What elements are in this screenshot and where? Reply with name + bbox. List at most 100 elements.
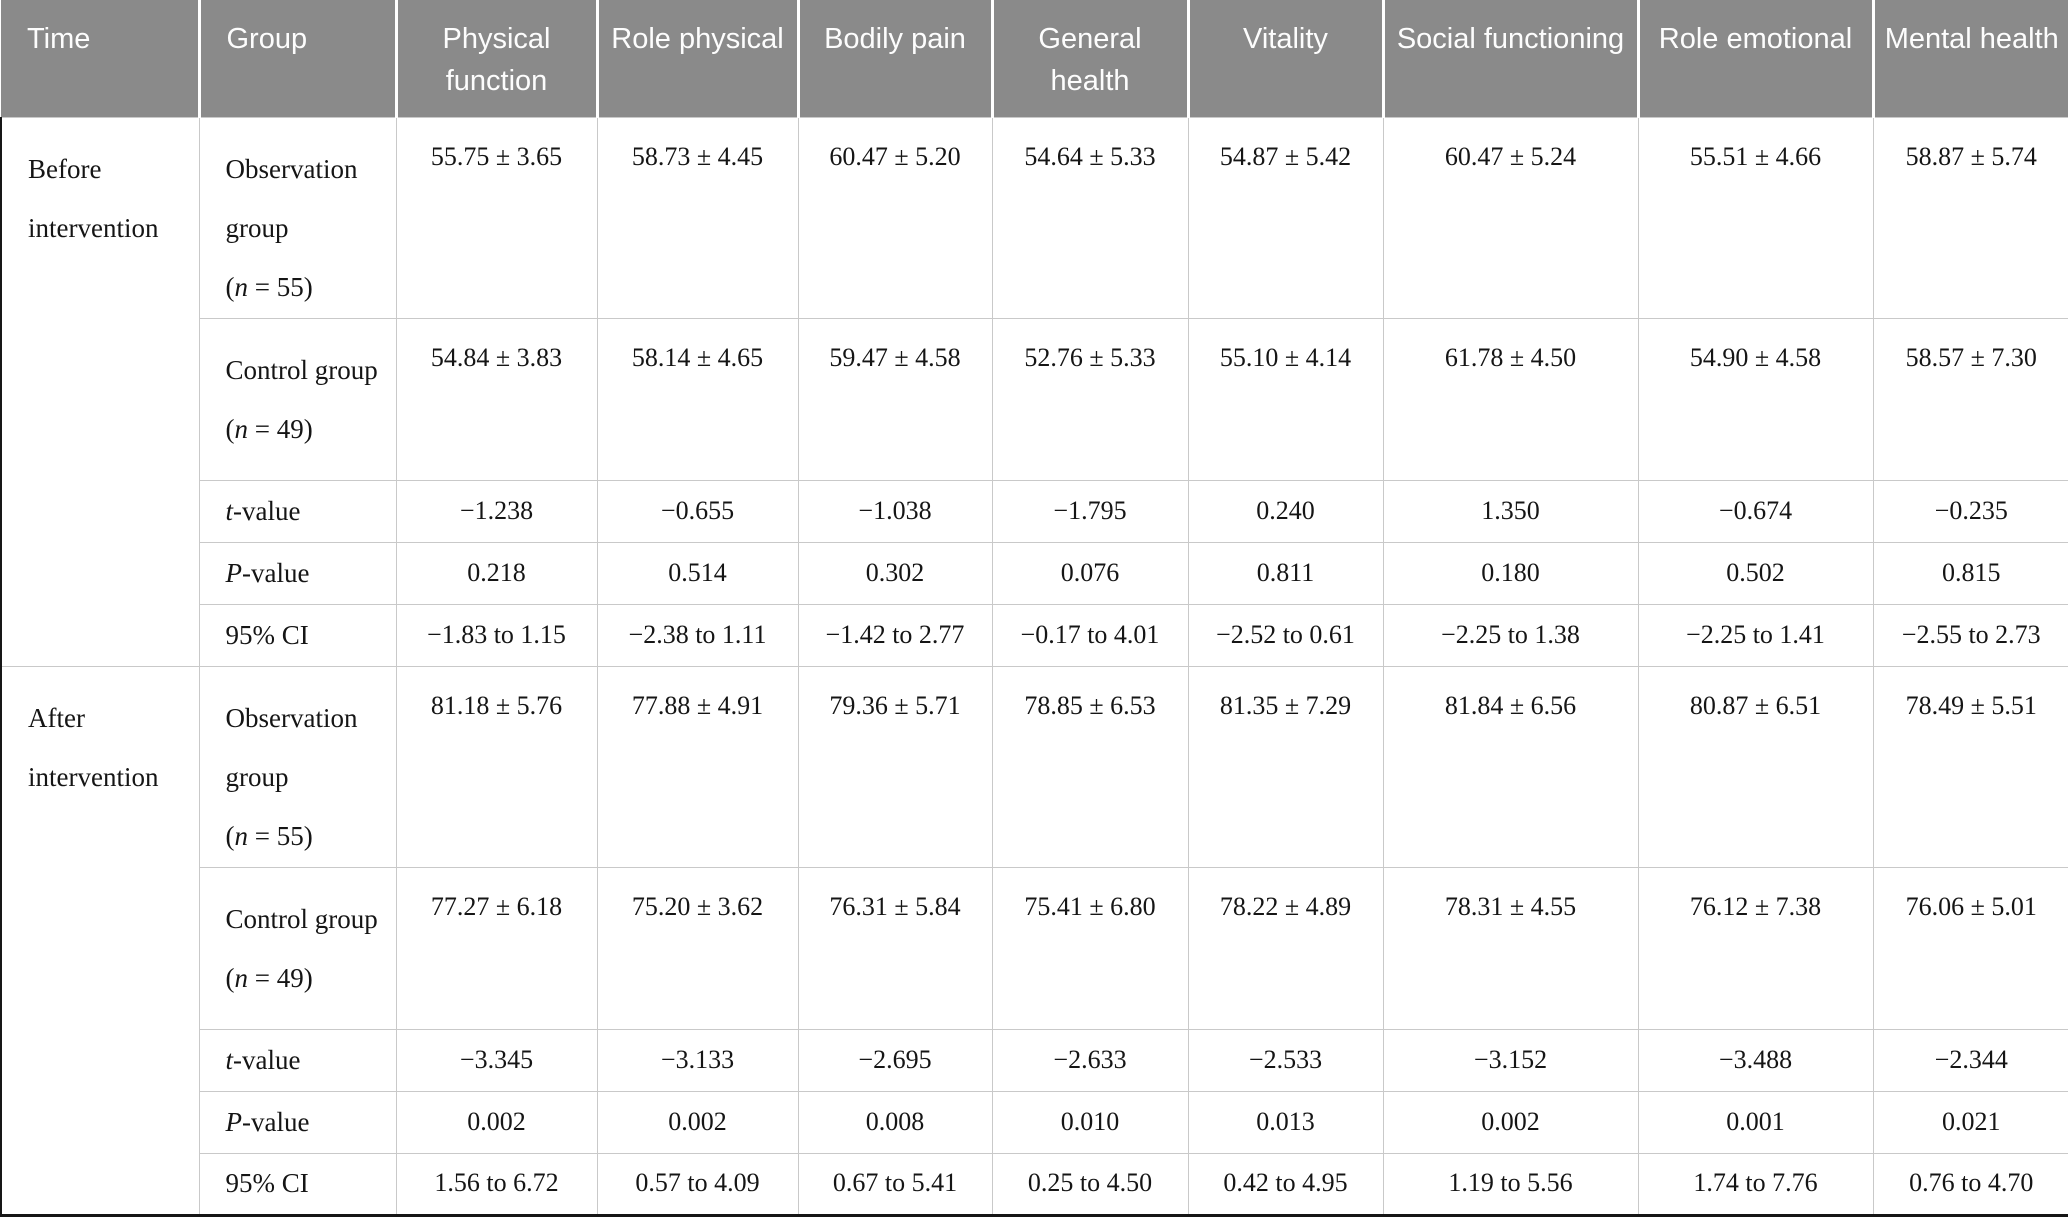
value-cell: 0.25 to 4.50 [991, 1152, 1188, 1216]
value-cell: 0.815 [1872, 541, 2068, 605]
value-cell: 55.10 ± 4.14 [1187, 317, 1383, 481]
n-value: = 49) [248, 414, 313, 445]
value-cell: −3.152 [1382, 1028, 1638, 1092]
value-cell: 77.27 ± 6.18 [395, 866, 597, 1030]
stat-suffix: -value [242, 1106, 310, 1137]
value-cell: −2.25 to 1.38 [1382, 603, 1638, 667]
value-cell: −0.674 [1637, 479, 1873, 543]
stat-label-cell: t-value [198, 1028, 396, 1092]
value-cell: 59.47 ± 4.58 [797, 317, 992, 481]
value-cell: 1.56 to 6.72 [395, 1152, 597, 1216]
stat-symbol: P [225, 557, 243, 588]
table-row: t-value −1.238 −0.655 −1.038 −1.795 0.240 1.35… [1, 479, 2068, 543]
group-label-cell: Observation group (n = 55) [198, 116, 396, 319]
value-cell: 0.240 [1187, 479, 1383, 543]
value-cell: 0.180 [1382, 541, 1638, 605]
value-cell: 60.47 ± 5.20 [797, 116, 992, 319]
group-n-line: (n = 49) [226, 400, 388, 459]
value-cell: 55.51 ± 4.66 [1637, 116, 1873, 319]
value-cell: 54.87 ± 5.42 [1187, 116, 1383, 319]
value-cell: 78.49 ± 5.51 [1872, 665, 2068, 868]
value-cell: 0.67 to 5.41 [797, 1152, 992, 1216]
n-symbol: n [234, 821, 249, 852]
value-cell: 0.302 [797, 541, 992, 605]
value-cell: 78.85 ± 6.53 [991, 665, 1188, 868]
n-value: = 55) [248, 272, 313, 303]
n-symbol: n [234, 414, 249, 445]
value-cell: −2.695 [797, 1028, 992, 1092]
value-cell: 81.18 ± 5.76 [395, 665, 597, 868]
value-cell: 79.36 ± 5.71 [797, 665, 992, 868]
column-header-time: Time [1, 0, 199, 117]
value-cell: −3.133 [596, 1028, 798, 1092]
stat-symbol: t [225, 1044, 234, 1075]
value-cell: 0.008 [797, 1090, 992, 1154]
value-cell: 76.12 ± 7.38 [1637, 866, 1873, 1030]
value-cell: 81.84 ± 6.56 [1382, 665, 1638, 868]
column-header-vitality: Vitality [1186, 0, 1383, 117]
column-header-social-functioning: Social functioning [1381, 0, 1638, 117]
column-header-role-physical: Role physical [595, 0, 798, 117]
column-header-role-emotional: Role emotional [1636, 0, 1873, 117]
time-cell: Before intervention [0, 116, 199, 667]
value-cell: 54.90 ± 4.58 [1637, 317, 1873, 481]
value-cell: 61.78 ± 4.50 [1382, 317, 1638, 481]
table-row: Control group (n = 49) 77.27 ± 6.18 75.20 ±… [1, 866, 2068, 1030]
value-cell: 54.84 ± 3.83 [395, 317, 597, 481]
value-cell: 0.42 to 4.95 [1187, 1152, 1383, 1216]
group-name: Observation group [225, 702, 358, 793]
table-row: After intervention Observation group (n = … [0, 665, 2068, 1216]
n-open: ( [225, 272, 235, 303]
value-cell: −1.038 [797, 479, 992, 543]
value-cell: −2.38 to 1.11 [596, 603, 798, 667]
n-open: ( [225, 963, 235, 994]
value-cell: 1.19 to 5.56 [1382, 1152, 1638, 1216]
value-cell: 0.76 to 4.70 [1872, 1152, 2068, 1216]
value-cell: 58.87 ± 5.74 [1872, 116, 2068, 319]
value-cell: −2.633 [991, 1028, 1188, 1092]
value-cell: 80.87 ± 6.51 [1637, 665, 1873, 868]
table-row: P-value 0.218 0.514 0.302 0.076 0.811 0.180 0.5… [1, 541, 2068, 605]
value-cell: 78.31 ± 4.55 [1382, 866, 1638, 1030]
group-name: Observation group [225, 153, 358, 243]
value-cell: 0.013 [1187, 1090, 1383, 1154]
stat-suffix: -value [242, 557, 310, 588]
value-cell: −1.83 to 1.15 [395, 603, 597, 667]
n-symbol: n [234, 272, 249, 303]
value-cell: −3.488 [1637, 1028, 1873, 1092]
column-header-general-health: General health [990, 0, 1188, 117]
stat-symbol: t [225, 495, 234, 526]
value-cell: −1.42 to 2.77 [797, 603, 992, 667]
table-row: 95% CI −1.83 to 1.15 −2.38 to 1.11 −1.42 to… [1, 603, 2068, 667]
value-cell: 0.811 [1187, 541, 1383, 605]
value-cell: 55.75 ± 3.65 [395, 116, 597, 319]
value-cell: 58.57 ± 7.30 [1872, 317, 2068, 481]
stat-symbol: P [225, 1106, 243, 1137]
value-cell: 52.76 ± 5.33 [991, 317, 1188, 481]
value-cell: −2.344 [1872, 1028, 2068, 1092]
table-row: P-value 0.002 0.002 0.008 0.010 0.013 0.002 0.0… [1, 1090, 2068, 1154]
n-open: ( [225, 414, 235, 445]
value-cell: 81.35 ± 7.29 [1187, 665, 1383, 868]
stat-label-cell: P-value [198, 1090, 396, 1154]
value-cell: −0.17 to 4.01 [991, 603, 1188, 667]
value-cell: 76.31 ± 5.84 [797, 866, 992, 1030]
value-cell: 1.74 to 7.76 [1637, 1152, 1873, 1216]
table-row: 95% CI 1.56 to 6.72 0.57 to 4.09 0.67 to 5.… [1, 1152, 2068, 1216]
n-value: = 49) [248, 963, 313, 994]
table-row: Before intervention Observation group (n =… [0, 116, 2068, 667]
column-header-physical-function: Physical function [394, 0, 597, 117]
value-cell: 60.47 ± 5.24 [1382, 116, 1638, 319]
value-cell: 0.57 to 4.09 [596, 1152, 798, 1216]
value-cell: −0.655 [596, 479, 798, 543]
value-cell: −2.55 to 2.73 [1872, 603, 2068, 667]
value-cell: 75.41 ± 6.80 [991, 866, 1188, 1030]
value-cell: 0.002 [395, 1090, 597, 1154]
value-cell: 0.010 [991, 1090, 1188, 1154]
value-cell: 0.502 [1637, 541, 1873, 605]
header-row: Time Group Physical function Role physical B… [1, 0, 2068, 117]
stat-suffix: -value [233, 1044, 301, 1075]
value-cell: 0.021 [1872, 1090, 2068, 1154]
value-cell: 0.001 [1637, 1090, 1873, 1154]
